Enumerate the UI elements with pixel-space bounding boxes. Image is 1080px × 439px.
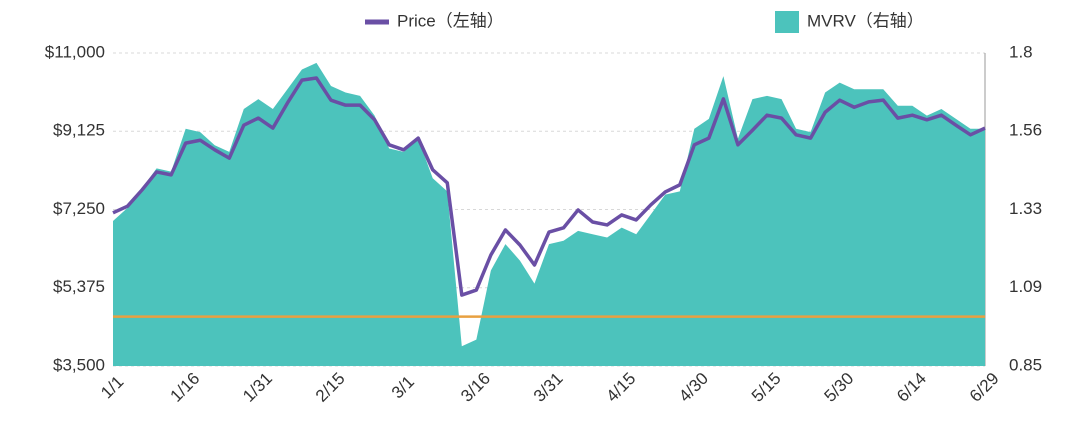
x-tick-label: 4/30 — [675, 369, 712, 406]
x-tick-label: 1/31 — [239, 369, 276, 406]
y-tick-label: $3,500 — [53, 355, 105, 374]
x-tick-label: 1/16 — [167, 369, 204, 406]
legend-swatch — [775, 11, 799, 33]
y-tick-label: $5,375 — [53, 277, 105, 296]
x-tick-label: 2/15 — [312, 369, 349, 406]
y2-tick-label: 1.33 — [1009, 199, 1042, 218]
y2-tick-label: 1.56 — [1009, 121, 1042, 140]
y2-tick-label: 0.85 — [1009, 355, 1042, 374]
y-tick-label: $11,000 — [45, 42, 105, 61]
y-tick-label: $7,250 — [53, 199, 105, 218]
x-tick-label: 3/31 — [530, 369, 567, 406]
legend-label: Price（左轴） — [397, 11, 504, 30]
x-tick-label: 1/1 — [97, 372, 127, 402]
x-tick-label: 3/1 — [388, 372, 418, 402]
y-tick-label: $9,125 — [53, 121, 105, 140]
x-tick-label: 3/16 — [457, 369, 494, 406]
price-line — [112, 76, 986, 297]
y2-tick-label: 1.8 — [1009, 42, 1033, 61]
y2-tick-label: 1.09 — [1009, 277, 1042, 296]
x-tick-label: 6/29 — [966, 369, 1003, 406]
x-tick-label: 5/30 — [821, 369, 858, 406]
x-tick-label: 6/14 — [893, 369, 930, 406]
legend-label: MVRV（右轴） — [807, 11, 924, 30]
x-tick-label: 4/15 — [603, 369, 640, 406]
x-tick-label: 5/15 — [748, 369, 785, 406]
mvrv-area — [113, 62, 985, 366]
